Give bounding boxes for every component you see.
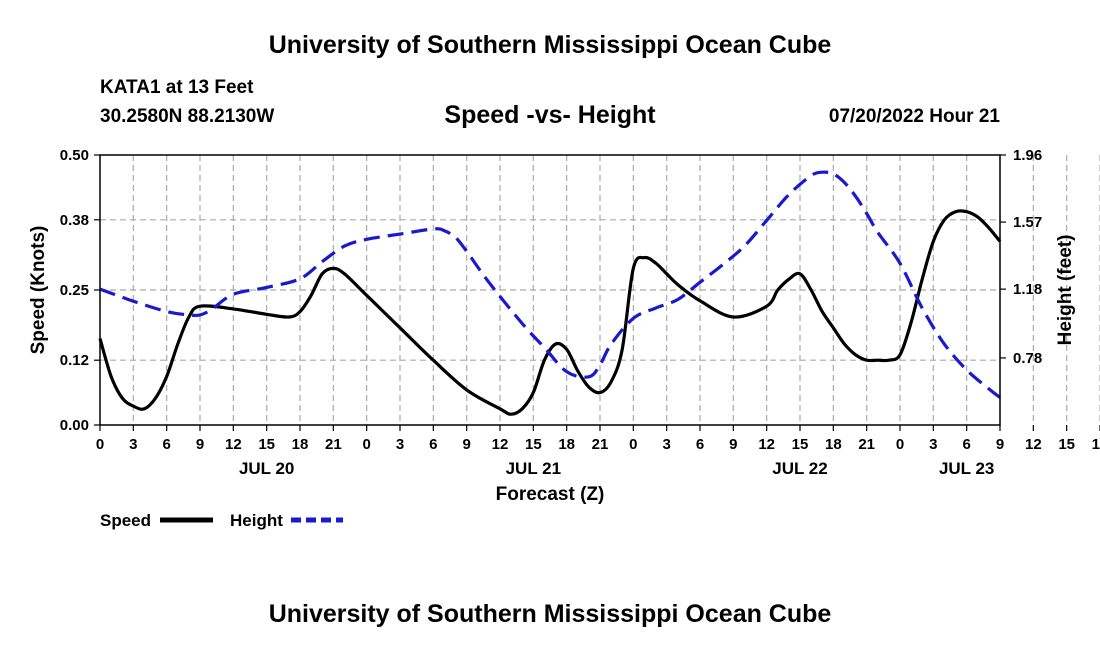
x-date-label: JUL 20 bbox=[239, 459, 294, 478]
y-left-tick-label: 0.25 bbox=[60, 282, 89, 299]
x-tick-label: 0 bbox=[362, 436, 370, 453]
x-tick-label: 0 bbox=[896, 436, 904, 453]
x-axis-label: Forecast (Z) bbox=[496, 484, 605, 505]
x-tick-label: 12 bbox=[1025, 436, 1042, 453]
x-tick-label: 21 bbox=[592, 436, 609, 453]
x-tick-label: 0 bbox=[629, 436, 637, 453]
y-left-tick-label: 0.00 bbox=[60, 417, 89, 434]
y-left-tick-label: 0.50 bbox=[60, 147, 89, 164]
x-tick-label: 12 bbox=[225, 436, 242, 453]
x-date-label: JUL 23 bbox=[939, 459, 994, 478]
coordinates-label: 30.2580N 88.2130W bbox=[100, 106, 275, 127]
axes: 0 3 6 9 12 15 18 21 0 3 6 9 12 15 18 21 0 3 6 9 12 15 18 21 0 3 6 9… bbox=[60, 147, 1100, 478]
main-title: University of Southern Mississippi Ocean… bbox=[268, 31, 832, 59]
x-tick-label: 21 bbox=[858, 436, 875, 453]
x-tick-label: 15 bbox=[525, 436, 542, 453]
legend-speed-label: Speed bbox=[100, 511, 151, 530]
x-tick-label: 15 bbox=[258, 436, 275, 453]
datetime-label: 07/20/2022 Hour 21 bbox=[828, 106, 1000, 127]
legend: Speed Height bbox=[100, 511, 343, 530]
y-left-tick-label: 0.12 bbox=[60, 352, 89, 369]
x-tick-label: 18 bbox=[558, 436, 575, 453]
x-tick-label: 12 bbox=[758, 436, 775, 453]
x-tick-label: 18 bbox=[292, 436, 309, 453]
y-right-tick-label: 0.78 bbox=[1013, 350, 1042, 367]
x-tick-label: 9 bbox=[729, 436, 737, 453]
x-tick-label: 15 bbox=[792, 436, 809, 453]
x-tick-label: 6 bbox=[162, 436, 170, 453]
series-line-speed bbox=[98, 209, 1002, 416]
x-date-label: JUL 22 bbox=[772, 459, 827, 478]
x-date-label: JUL 21 bbox=[506, 459, 561, 478]
x-tick-label: 6 bbox=[429, 436, 437, 453]
y-right-tick-label: 1.18 bbox=[1013, 281, 1042, 298]
x-tick-label: 6 bbox=[962, 436, 970, 453]
x-tick-label: 12 bbox=[492, 436, 509, 453]
y-axis-left-label: Speed (Knots) bbox=[28, 226, 49, 355]
x-tick-label: 3 bbox=[662, 436, 670, 453]
x-tick-label: 9 bbox=[996, 436, 1004, 453]
x-tick-label: 6 bbox=[696, 436, 704, 453]
x-tick-label: 21 bbox=[325, 436, 342, 453]
x-tick-label: 9 bbox=[462, 436, 470, 453]
legend-height-label: Height bbox=[230, 511, 283, 530]
y-right-tick-label: 1.57 bbox=[1013, 214, 1042, 231]
series-line-height bbox=[99, 170, 1001, 399]
x-tick-label: 3 bbox=[129, 436, 137, 453]
y-axis-right-label: Height (feet) bbox=[1055, 235, 1076, 346]
x-tick-label: 3 bbox=[396, 436, 404, 453]
y-left-tick-label: 0.38 bbox=[60, 212, 89, 229]
station-label: KATA1 at 13 Feet bbox=[100, 77, 254, 98]
x-tick-label: 15 bbox=[1058, 436, 1075, 453]
chart-title: Speed -vs- Height bbox=[444, 101, 656, 129]
series-layer bbox=[98, 170, 1002, 416]
x-tick-label: 0 bbox=[96, 436, 104, 453]
y-right-tick-label: 1.96 bbox=[1013, 147, 1042, 164]
x-tick-label: 18 bbox=[825, 436, 842, 453]
x-tick-label: 18 bbox=[1092, 436, 1100, 453]
x-tick-label: 9 bbox=[196, 436, 204, 453]
grid bbox=[100, 155, 1100, 425]
x-tick-label: 3 bbox=[929, 436, 937, 453]
footer-title: University of Southern Mississippi Ocean… bbox=[268, 600, 832, 628]
